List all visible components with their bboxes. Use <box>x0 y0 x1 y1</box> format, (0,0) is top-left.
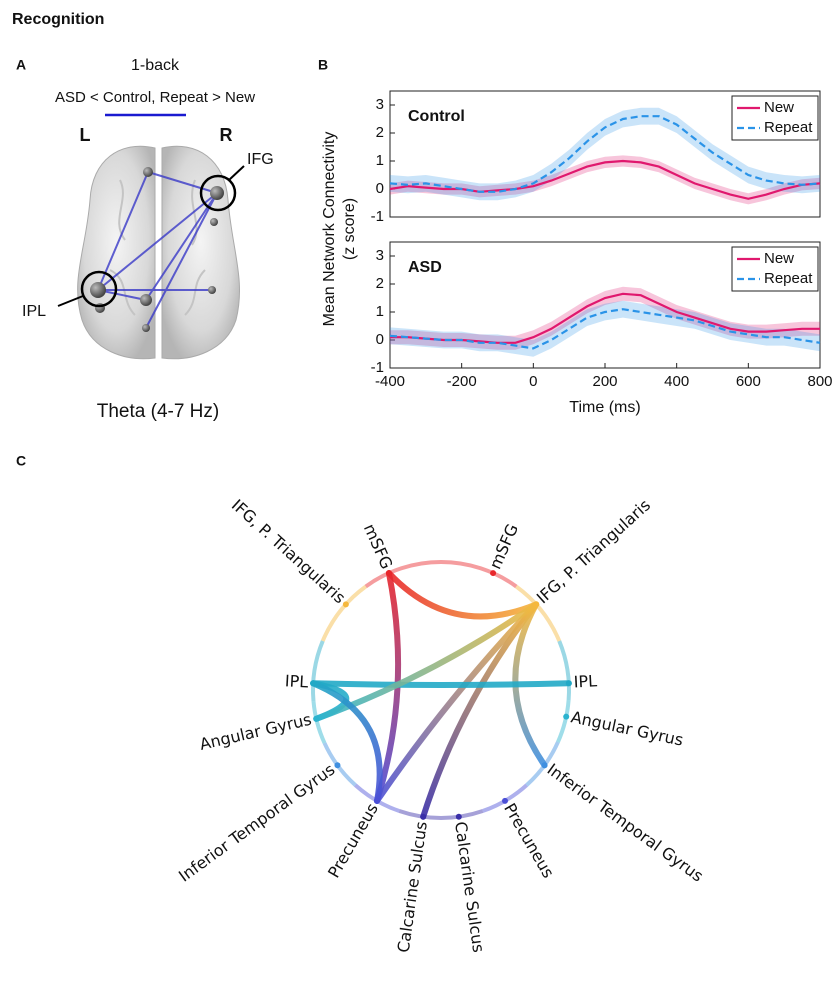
node-label: Inferior Temporal Gyrus <box>544 760 707 886</box>
node-label: Precuneus <box>500 800 558 881</box>
node <box>533 601 539 607</box>
y-tick-label: 2 <box>376 124 384 141</box>
node-label: Calcarine Sulcus <box>451 820 488 953</box>
node <box>563 714 569 720</box>
chart-title: ASD <box>408 259 442 276</box>
legend-label: New <box>764 99 794 116</box>
y-tick-label: 1 <box>376 152 384 169</box>
node <box>502 798 508 804</box>
x-tick-label: 600 <box>736 373 761 390</box>
contrast-label: ASD < Control, Repeat > New <box>55 89 255 106</box>
node <box>343 601 349 607</box>
y-tick-label: 0 <box>376 180 384 197</box>
node <box>334 762 340 768</box>
panel-b: -1 0 1 2 3 Control New Repeat Mean Network Conne… <box>321 91 832 416</box>
node-label: IFG <box>247 151 274 168</box>
x-axis-label: Time (ms) <box>569 399 640 416</box>
x-tick-label: 0 <box>529 373 537 390</box>
node-label: Angular Gyrus <box>569 707 685 749</box>
x-tick-label: 400 <box>664 373 689 390</box>
y-tick-label: -1 <box>371 208 384 225</box>
node-label: IPL <box>22 303 46 320</box>
legend-label: New <box>764 250 794 267</box>
y-tick-label: 3 <box>376 96 384 113</box>
panel-c: mSFG mSFG IFG, P. Triangularis IFG, P. Tria… <box>175 495 707 953</box>
x-tick-label: -200 <box>447 373 477 390</box>
node-label: mSFG <box>360 521 397 572</box>
edge <box>389 573 536 616</box>
node-label: mSFG <box>486 521 523 572</box>
node <box>490 570 496 576</box>
node <box>386 570 392 576</box>
node-label: IFG, P. Triangularis <box>533 495 654 607</box>
node-label: Calcarine Sulcus <box>394 820 431 953</box>
node-label: IPL <box>573 671 597 691</box>
node <box>313 716 319 722</box>
node-label: IPL <box>284 671 308 691</box>
legend-label: Repeat <box>764 119 813 136</box>
legend-label: Repeat <box>764 270 813 287</box>
band-label: Theta (4-7 Hz) <box>97 401 219 422</box>
node <box>542 762 548 768</box>
hemisphere-label: L <box>80 125 91 145</box>
edge <box>313 683 569 685</box>
ring-segment <box>313 641 323 701</box>
x-tick-label: 800 <box>807 373 832 390</box>
node <box>456 814 462 820</box>
node-label: Precuneus <box>324 800 382 881</box>
ring-segment <box>559 641 569 700</box>
ring-segment <box>441 811 483 818</box>
panel-label: B <box>318 57 328 73</box>
y-tick-label: 1 <box>376 303 384 320</box>
x-tick-label: 200 <box>592 373 617 390</box>
ring-segment <box>558 700 569 742</box>
brain <box>58 146 244 358</box>
y-tick-label: 0 <box>376 331 384 348</box>
ring-segment <box>313 701 324 743</box>
task-label: 1-back <box>131 57 180 74</box>
y-tick-label: 3 <box>376 247 384 264</box>
node-label: Angular Gyrus <box>198 710 314 754</box>
x-tick-label: -400 <box>375 373 405 390</box>
node <box>420 814 426 820</box>
node <box>310 680 316 686</box>
node <box>374 798 380 804</box>
chart-title: Control <box>408 108 465 125</box>
figure: Recognition A 1-back ASD < Control, Repe… <box>0 0 837 985</box>
figure-title: Recognition <box>12 11 104 28</box>
node <box>566 680 572 686</box>
y-axis-label: Mean Network Connectivity <box>321 132 338 327</box>
error-band <box>390 301 820 357</box>
y-axis-label: (z score) <box>341 198 358 260</box>
panel-label: A <box>16 57 26 73</box>
panel-label: C <box>16 453 26 469</box>
node-label: Inferior Temporal Gyrus <box>175 760 338 886</box>
ring-segment <box>399 811 441 818</box>
hemisphere-label: R <box>220 125 233 145</box>
node-label: IFG, P. Triangularis <box>228 495 349 607</box>
edge <box>377 604 536 801</box>
y-tick-label: 2 <box>376 275 384 292</box>
panel-a: A 1-back ASD < Control, Repeat > New L R <box>16 57 274 422</box>
